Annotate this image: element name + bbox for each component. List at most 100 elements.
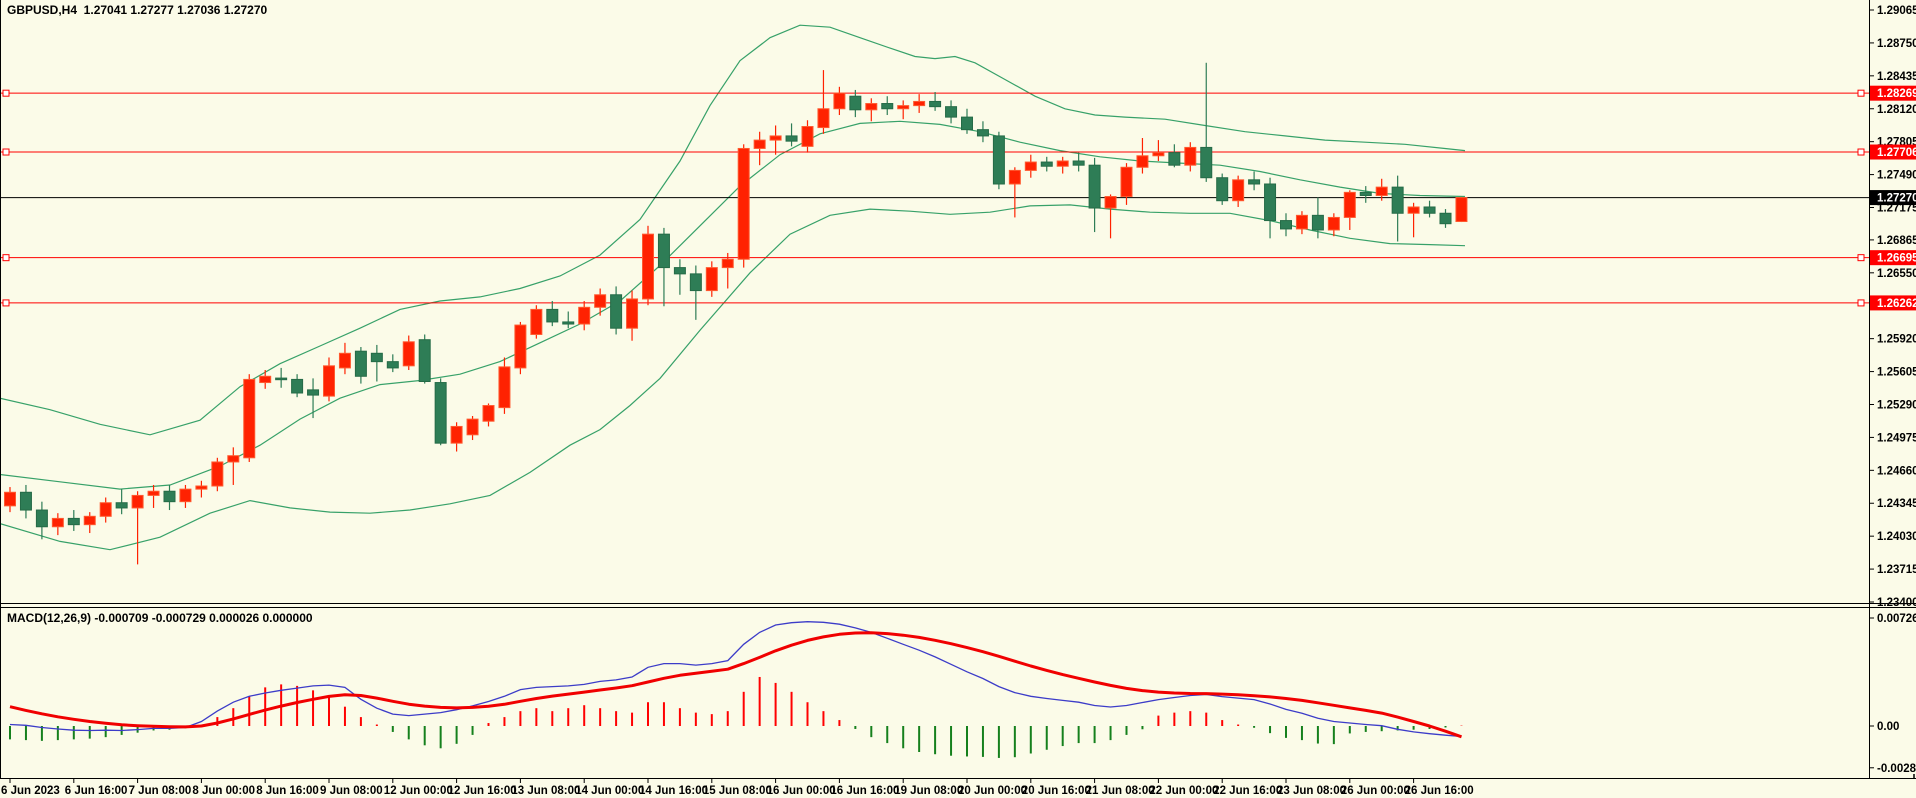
candle[interactable] — [849, 89, 862, 118]
candle[interactable] — [466, 415, 479, 441]
candle[interactable] — [51, 513, 64, 536]
level-handle[interactable] — [1857, 148, 1865, 156]
candle[interactable] — [881, 96, 894, 116]
candle[interactable] — [227, 447, 240, 485]
candle[interactable] — [1343, 190, 1356, 230]
candle[interactable] — [482, 403, 495, 427]
candle[interactable] — [1439, 209, 1452, 228]
candle[interactable] — [450, 422, 463, 452]
candle[interactable] — [1327, 213, 1340, 237]
candle[interactable] — [689, 265, 702, 320]
candle[interactable] — [801, 120, 814, 153]
candle[interactable] — [833, 86, 846, 116]
candle[interactable] — [1423, 200, 1436, 218]
candles-layer[interactable] — [4, 62, 1468, 565]
candle[interactable] — [243, 374, 256, 462]
candle[interactable] — [929, 92, 942, 111]
candle[interactable] — [1088, 157, 1101, 233]
candle[interactable] — [530, 305, 543, 339]
candle[interactable] — [323, 357, 335, 402]
candle[interactable] — [1184, 142, 1197, 172]
candle[interactable] — [1311, 197, 1324, 239]
candle[interactable] — [578, 301, 591, 331]
candle[interactable] — [673, 259, 686, 295]
candle[interactable] — [1040, 156, 1053, 172]
candle[interactable] — [163, 484, 176, 511]
candle[interactable] — [992, 131, 1005, 190]
candle[interactable] — [737, 144, 750, 268]
candle[interactable] — [370, 344, 383, 382]
candle[interactable] — [657, 227, 670, 307]
candle[interactable] — [1280, 213, 1292, 237]
candle[interactable] — [546, 301, 559, 327]
candle[interactable] — [1232, 175, 1245, 207]
candle[interactable] — [913, 94, 926, 113]
candle[interactable] — [147, 484, 160, 508]
candle[interactable] — [418, 334, 431, 384]
candle[interactable] — [275, 367, 288, 388]
candle[interactable] — [211, 457, 224, 492]
candle[interactable] — [1295, 211, 1308, 235]
candle[interactable] — [753, 131, 766, 166]
level-handle[interactable] — [2, 89, 10, 97]
candle[interactable] — [1008, 167, 1021, 218]
candle[interactable] — [115, 489, 128, 515]
candle[interactable] — [1248, 171, 1261, 191]
candle[interactable] — [817, 70, 830, 134]
candle[interactable] — [514, 321, 527, 375]
candle[interactable] — [19, 484, 32, 519]
candle[interactable] — [402, 335, 415, 371]
candle[interactable] — [1359, 186, 1372, 203]
candle[interactable] — [594, 288, 607, 316]
candle[interactable] — [434, 378, 447, 446]
candle[interactable] — [179, 484, 192, 508]
candle[interactable] — [1455, 196, 1468, 223]
macd-axis[interactable]: 0.007269 0.00 -0.002813 — [1869, 613, 1916, 775]
candle[interactable] — [498, 357, 511, 414]
candle[interactable] — [99, 497, 112, 523]
candle[interactable] — [1200, 62, 1213, 182]
time-axis[interactable]: 6 Jun 2023 6 Jun 16:00 7 Jun 08:00 8 Jun 00… — [1, 774, 1915, 797]
candle[interactable] — [1056, 156, 1069, 174]
level-handle[interactable] — [2, 299, 10, 307]
candle[interactable] — [386, 354, 399, 373]
candle[interactable] — [1264, 177, 1277, 239]
candle[interactable] — [83, 512, 96, 534]
candle[interactable] — [769, 125, 782, 155]
candle[interactable] — [291, 374, 304, 398]
candle[interactable] — [67, 510, 80, 531]
level-handle[interactable] — [1857, 254, 1865, 262]
candle[interactable] — [721, 252, 734, 289]
macd-panel[interactable] — [9, 621, 1463, 758]
candle[interactable] — [961, 108, 973, 134]
candle[interactable] — [642, 225, 654, 306]
candle[interactable] — [976, 121, 989, 143]
candle[interactable] — [307, 378, 320, 419]
candle[interactable] — [705, 261, 718, 297]
price-panel[interactable] — [0, 24, 1869, 565]
candle[interactable] — [865, 98, 878, 122]
candle[interactable] — [1120, 163, 1133, 205]
level-handle[interactable] — [1857, 299, 1865, 307]
level-handle[interactable] — [2, 148, 10, 156]
candle[interactable] — [1136, 138, 1149, 174]
candle[interactable] — [1072, 152, 1085, 172]
candle[interactable] — [1168, 144, 1181, 168]
candle[interactable] — [897, 100, 910, 120]
level-handle[interactable] — [1857, 89, 1865, 97]
candle[interactable] — [195, 480, 208, 498]
candle[interactable] — [1024, 154, 1037, 178]
candle[interactable] — [35, 501, 48, 540]
candle[interactable] — [1391, 175, 1404, 242]
level-handle[interactable] — [2, 254, 10, 262]
candle[interactable] — [131, 491, 144, 565]
candle[interactable] — [626, 290, 639, 341]
candle[interactable] — [1216, 173, 1229, 205]
candle[interactable] — [1152, 140, 1165, 162]
candle[interactable] — [338, 342, 351, 375]
candle[interactable] — [4, 487, 16, 513]
candle[interactable] — [259, 370, 272, 389]
candle[interactable] — [610, 286, 623, 335]
price-axis[interactable]: 1.290651.287501.284351.281201.278051.274… — [1869, 5, 1916, 609]
